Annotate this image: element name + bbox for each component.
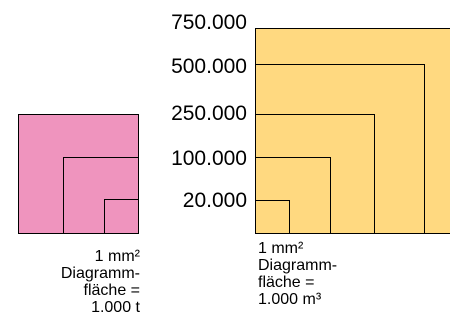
pink-caption-line: 1.000 t: [91, 299, 140, 316]
yellow-caption: 1 mm² Diagramm- fläche = 1.000 m³: [258, 240, 378, 308]
yellow-caption-line: 1 mm²: [258, 240, 304, 257]
yellow-caption-line: Diagramm-: [258, 257, 338, 274]
scale-label-500000: 500.000: [171, 55, 247, 78]
scale-label-20000: 20.000: [182, 189, 247, 212]
scale-label-250000: 250.000: [171, 102, 247, 125]
pink-caption-line: 1 mm²: [94, 248, 140, 265]
pink-square-outer: [18, 114, 139, 234]
pink-square-middle: [63, 157, 139, 234]
yellow-caption-line: fläche =: [258, 274, 315, 291]
scale-label-100000: 100.000: [171, 147, 247, 170]
yellow-square-100000: [255, 157, 331, 234]
scale-label-750000: 750.000: [171, 11, 247, 34]
pink-square-inner: [104, 199, 139, 234]
yellow-square-20000: [255, 200, 290, 234]
yellow-caption-line: 1.000 m³: [258, 291, 322, 308]
pink-caption-line: Diagramm-: [60, 265, 140, 282]
pink-caption-line: fläche =: [83, 282, 140, 299]
yellow-square-750000: [255, 28, 450, 234]
pink-caption: 1 mm² Diagramm- fläche = 1.000 t: [40, 248, 140, 316]
